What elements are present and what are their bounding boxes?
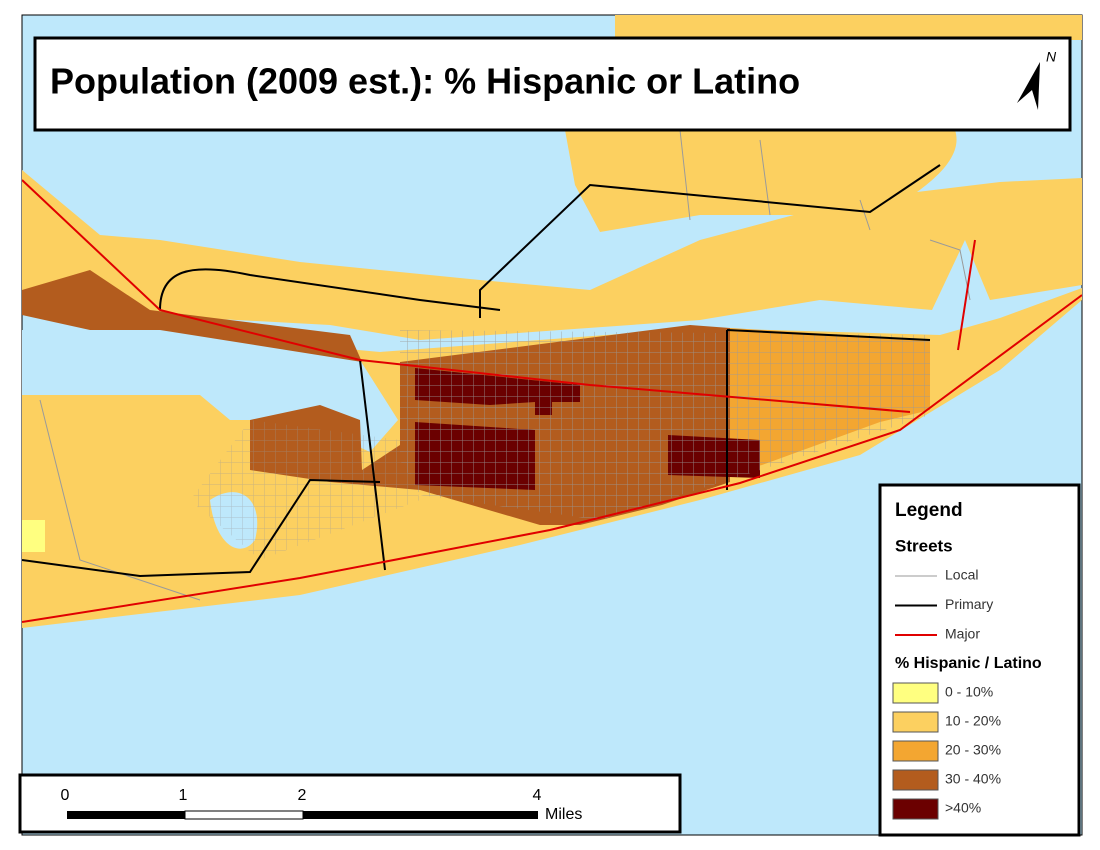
north-label: N (1046, 49, 1057, 65)
legend-label: 10 - 20% (945, 713, 1001, 729)
legend-label: Primary (945, 596, 993, 612)
scale-label: 4 (533, 787, 542, 804)
tract (22, 520, 45, 552)
legend-label: Local (945, 567, 978, 583)
local-streets (400, 330, 930, 520)
legend-label: 20 - 30% (945, 742, 1001, 758)
legend-heading: % Hispanic / Latino (895, 655, 1042, 672)
primary-street (22, 164, 941, 578)
land (615, 15, 1082, 40)
title-frame (33, 36, 1072, 132)
legend-swatch (892, 769, 939, 791)
scale-bar: Miles 0 1 2 4 (18, 773, 682, 834)
legend-swatch (892, 711, 939, 733)
legend-label: 30 - 40% (945, 771, 1001, 787)
legend: Legend Streets % Hispanic / Latino Local… (878, 483, 1081, 837)
scale-unit: Miles (545, 806, 582, 823)
major-street (22, 179, 1082, 623)
scale-segment (303, 811, 538, 819)
map-title: Population (2009 est.): % Hispanic or La… (50, 61, 800, 102)
local-streets (190, 420, 420, 560)
scale-segment (184, 810, 304, 820)
legend-label: 0 - 10% (945, 684, 993, 700)
map-frame (21, 14, 1083, 836)
legend-label: >40% (945, 800, 981, 816)
legend-swatch (892, 682, 939, 704)
local-street (39, 129, 971, 601)
legend-heading: Streets (895, 536, 953, 555)
legend-label: Major (945, 626, 980, 642)
scale-label: 2 (298, 787, 307, 804)
legend-swatch (892, 798, 939, 820)
scale-segment (67, 811, 185, 819)
scale-frame (18, 773, 682, 834)
legend-swatch (892, 740, 939, 762)
scale-label: 0 (61, 787, 70, 804)
scale-label: 1 (179, 787, 188, 804)
title-box: Population (2009 est.): % Hispanic or La… (33, 36, 1072, 132)
north-arrow (1017, 62, 1040, 110)
legend-title: Legend (895, 500, 963, 521)
land (22, 170, 1082, 340)
